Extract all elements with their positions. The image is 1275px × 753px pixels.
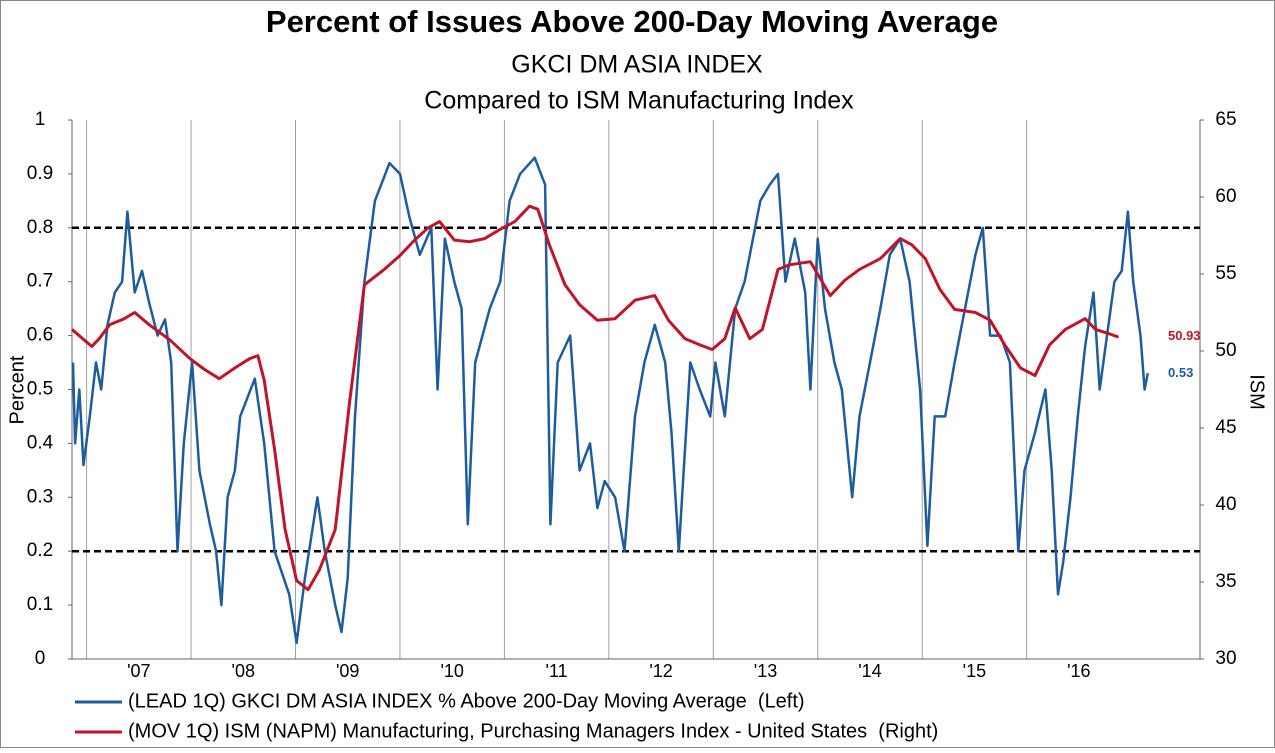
x-tick-label: '08 — [232, 661, 255, 681]
y-tick-label: 0.8 — [27, 217, 53, 238]
y2-tick-label: 40 — [1215, 494, 1236, 515]
y2-tick-label: 60 — [1215, 186, 1236, 207]
series-line — [71, 156, 1150, 645]
y-tick-label: 0.4 — [27, 432, 54, 453]
y2-tick-label: 30 — [1215, 648, 1236, 669]
series-line — [71, 204, 1120, 592]
y-tick-label: 0.7 — [27, 271, 53, 292]
y-tick-label: 0 — [35, 648, 46, 669]
y-tick-label: 0.2 — [27, 540, 53, 561]
chart-subtitle: Compared to ISM Manufacturing Index — [424, 87, 854, 115]
chart-title: Percent of Issues Above 200-Day Moving A… — [266, 4, 998, 39]
x-tick-label: '12 — [649, 661, 672, 681]
y-tick-label: 1 — [35, 109, 46, 130]
x-tick-label: '14 — [858, 661, 881, 681]
x-tick-label: '10 — [440, 661, 463, 681]
x-tick-label: '09 — [336, 661, 359, 681]
y-tick-label: 0.5 — [27, 379, 53, 400]
x-tick-label: '07 — [127, 661, 150, 681]
y-tick-label: 0.6 — [27, 325, 53, 346]
legend-label: (MOV 1Q) ISM (NAPM) Manufacturing, Purch… — [128, 720, 938, 742]
legend-label: (LEAD 1Q) GKCI DM ASIA INDEX % Above 200… — [128, 690, 805, 712]
end-value-label: 50.93 — [1168, 328, 1201, 343]
y-tick-label: 0.9 — [27, 163, 53, 184]
x-tick-label: '16 — [1067, 661, 1090, 681]
y2-tick-label: 50 — [1215, 340, 1236, 361]
y2-tick-label: 45 — [1215, 417, 1236, 438]
y2-axis-title: ISM — [1246, 374, 1268, 410]
end-value-label: 0.53 — [1168, 365, 1193, 380]
y2-tick-label: 65 — [1215, 109, 1236, 130]
x-tick-label: '13 — [754, 661, 777, 681]
x-tick-label: '15 — [963, 661, 986, 681]
chart-subtitle: GKCI DM ASIA INDEX — [511, 51, 763, 79]
y-tick-label: 0.1 — [27, 594, 53, 615]
x-tick-label: '11 — [546, 661, 568, 681]
y-axis-title: Percent — [6, 355, 28, 424]
y2-tick-label: 35 — [1215, 571, 1236, 592]
y-tick-label: 0.3 — [27, 486, 53, 507]
y2-tick-label: 55 — [1215, 263, 1236, 284]
